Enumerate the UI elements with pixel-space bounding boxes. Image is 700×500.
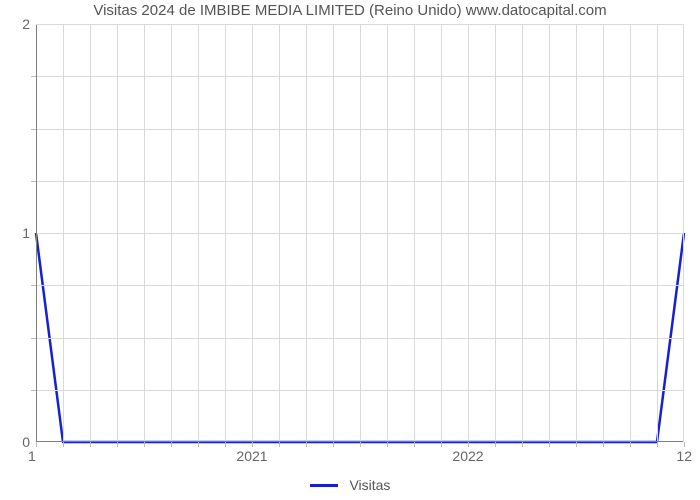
y-minor-tick [31,390,36,391]
x-minor-tick [144,442,145,447]
plot-area: 01220212022112 [36,24,684,442]
x-minor-tick [333,442,334,447]
x-minor-tick [225,442,226,447]
x-minor-tick [117,442,118,447]
x-minor-tick [171,442,172,447]
x-minor-tick [279,442,280,447]
gridline-horizontal [36,233,684,234]
y-tick-label: 1 [22,225,36,241]
x-minor-tick [549,442,550,447]
chart-container: Visitas 2024 de IMBIBE MEDIA LIMITED (Re… [0,0,700,500]
chart-title: Visitas 2024 de IMBIBE MEDIA LIMITED (Re… [0,2,700,19]
gridline-horizontal [36,76,684,77]
x-minor-tick [630,442,631,447]
gridline-horizontal [36,129,684,130]
gridline-horizontal [36,285,684,286]
gridline-horizontal [36,390,684,391]
y-minor-tick [31,338,36,339]
y-minor-tick [31,76,36,77]
axis-border [683,24,684,442]
x-minor-tick [90,442,91,447]
x-corner-label-right: 12 [676,442,692,464]
x-minor-tick [198,442,199,447]
gridline-horizontal [36,338,684,339]
y-minor-tick [31,285,36,286]
x-minor-tick [468,442,469,447]
x-minor-tick [441,442,442,447]
legend-swatch [310,484,338,487]
gridline-horizontal [36,181,684,182]
x-minor-tick [387,442,388,447]
y-minor-tick [31,129,36,130]
axis-border [36,24,684,25]
y-minor-tick [31,181,36,182]
axis-border [36,24,37,442]
legend-label: Visitas [349,477,390,493]
x-corner-label-left: 1 [28,442,36,464]
legend: Visitas [0,476,700,493]
x-minor-tick [603,442,604,447]
x-minor-tick [63,442,64,447]
x-minor-tick [252,442,253,447]
x-minor-tick [360,442,361,447]
x-minor-tick [495,442,496,447]
x-minor-tick [306,442,307,447]
x-minor-tick [414,442,415,447]
y-tick-label: 2 [22,16,36,32]
x-minor-tick [576,442,577,447]
x-minor-tick [522,442,523,447]
x-minor-tick [657,442,658,447]
x-minor-tick [36,442,37,447]
